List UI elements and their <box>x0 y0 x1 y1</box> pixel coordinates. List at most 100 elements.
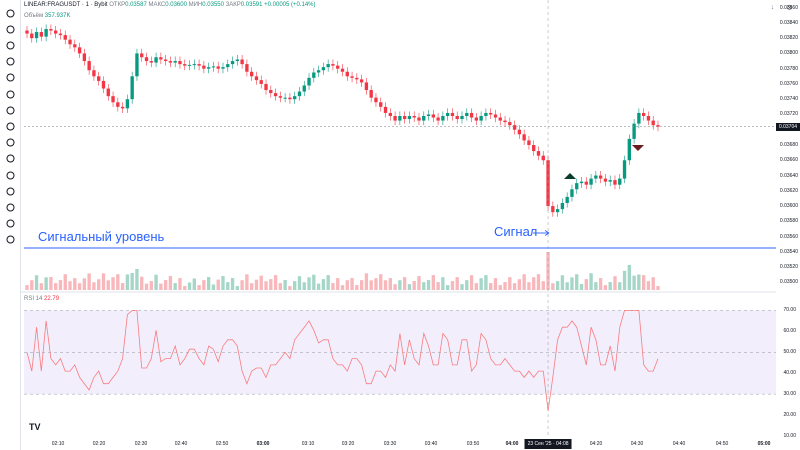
volume-bar <box>264 281 268 290</box>
time-tick-label: 02:50 <box>215 441 229 447</box>
price-tick-label: 0.03520 <box>779 264 798 271</box>
volume-bar <box>240 280 244 290</box>
time-tick-label: 03:20 <box>341 441 355 447</box>
volume-bar <box>269 279 273 290</box>
fib-icon[interactable] <box>2 38 19 52</box>
settings-icon[interactable]: ⚙ <box>786 4 793 12</box>
candle-body <box>297 91 302 97</box>
candle-body <box>316 70 321 73</box>
trash-icon[interactable] <box>2 233 19 247</box>
time-tick-label: 02:30 <box>134 441 148 447</box>
candle-body <box>656 125 660 127</box>
candle-body <box>206 67 211 69</box>
candle-body <box>455 116 459 120</box>
pattern-icon[interactable] <box>2 55 19 69</box>
ruler-icon[interactable] <box>2 71 19 85</box>
candle-body <box>441 116 445 121</box>
measure-icon[interactable] <box>2 136 19 150</box>
price-tick-label: 0.03680 <box>779 142 798 148</box>
volume-bar <box>25 285 29 290</box>
volume-bar <box>250 283 254 290</box>
rsi-legend[interactable]: RSI 14 22.79 <box>24 296 59 302</box>
candle-body <box>460 116 464 120</box>
candle-body <box>240 59 244 65</box>
volume-bar <box>608 282 612 290</box>
trend-line-icon[interactable] <box>2 22 19 36</box>
time-tick-label: 04:40 <box>672 441 686 447</box>
zoom-icon[interactable] <box>2 152 19 166</box>
candle-body <box>120 106 125 109</box>
volume-bar <box>498 285 502 290</box>
candle-body <box>393 116 397 121</box>
eye-icon[interactable] <box>2 217 19 231</box>
volume-bar <box>579 284 584 290</box>
candle-body <box>168 61 173 63</box>
volume-bar <box>316 283 321 290</box>
candle-body <box>603 178 608 182</box>
lock-icon[interactable] <box>2 200 19 214</box>
brush-icon[interactable] <box>2 87 19 101</box>
signal-level-label: Сигнальный уровень <box>38 229 165 244</box>
candle-body <box>646 116 651 121</box>
magnet-icon[interactable] <box>2 168 19 182</box>
volume-bar <box>326 275 330 290</box>
lock-draw-icon[interactable] <box>2 184 19 198</box>
candle-body <box>627 138 631 161</box>
volume-bar <box>445 285 450 290</box>
sell-marker <box>632 145 644 151</box>
candle-body <box>163 59 168 62</box>
time-axis[interactable]: 02:10 02:20 02:30 02:40 02:50 03:00 03:10 03:20… <box>21 437 776 450</box>
candle-body <box>350 76 354 78</box>
volume-bar <box>374 278 378 290</box>
volume-bar <box>178 278 182 290</box>
volume-bar <box>355 285 359 290</box>
candle-body <box>283 97 287 99</box>
candle-body <box>183 64 187 66</box>
crosshair-icon[interactable] <box>2 6 19 20</box>
volume-bar <box>202 280 206 290</box>
volume-bar <box>345 280 349 290</box>
volume-bar <box>632 275 636 290</box>
candle-body <box>111 96 115 103</box>
candle-body <box>598 175 603 179</box>
volume-bar <box>426 280 431 290</box>
volume-bar <box>336 278 340 290</box>
emoji-icon[interactable] <box>2 119 19 133</box>
time-tick-label: 02:40 <box>174 441 188 447</box>
candle-body <box>125 99 130 109</box>
candle-body <box>436 117 440 121</box>
volume-bar <box>517 279 522 290</box>
price-axis[interactable]: 0.03860 0.03840 0.03820 0.03800 0.03780 0.037… <box>776 0 800 450</box>
candle-body <box>30 33 34 39</box>
rsi-tick-label: 10.00 <box>783 433 796 439</box>
volume-bar <box>293 281 297 290</box>
high-label: МАКС <box>148 2 166 8</box>
text-icon[interactable] <box>2 103 19 117</box>
current-price-label: 0.03704 <box>776 122 800 131</box>
volume-bar <box>532 277 536 290</box>
candle-body <box>254 76 259 81</box>
volume-bar <box>226 282 230 290</box>
volume-bar <box>369 280 373 290</box>
time-tick-label: 02:10 <box>51 441 65 447</box>
volume-bar <box>613 276 617 290</box>
candle-body <box>484 112 488 116</box>
volume-bar <box>522 274 526 290</box>
volume-legend[interactable]: Объём 357.937K <box>24 13 71 19</box>
candle-body <box>364 82 369 91</box>
volume-bar <box>87 273 91 290</box>
volume-bar <box>125 274 130 290</box>
scroll-down-icon[interactable]: ↓ <box>770 4 775 11</box>
price-tick-label: 0.03580 <box>779 218 798 225</box>
candle-body <box>106 88 110 97</box>
candle-body <box>245 64 249 72</box>
rsi-line <box>26 310 659 411</box>
symbol-title[interactable]: LINEAR:FRAGUSDT · 1 · Bybit <box>24 2 108 8</box>
candle-body <box>489 112 493 115</box>
volume-bar <box>512 283 517 290</box>
tradingview-logo[interactable]: TV <box>29 422 41 432</box>
candle-body <box>187 64 192 66</box>
candle-body <box>77 47 82 54</box>
volume-bar <box>383 280 388 290</box>
